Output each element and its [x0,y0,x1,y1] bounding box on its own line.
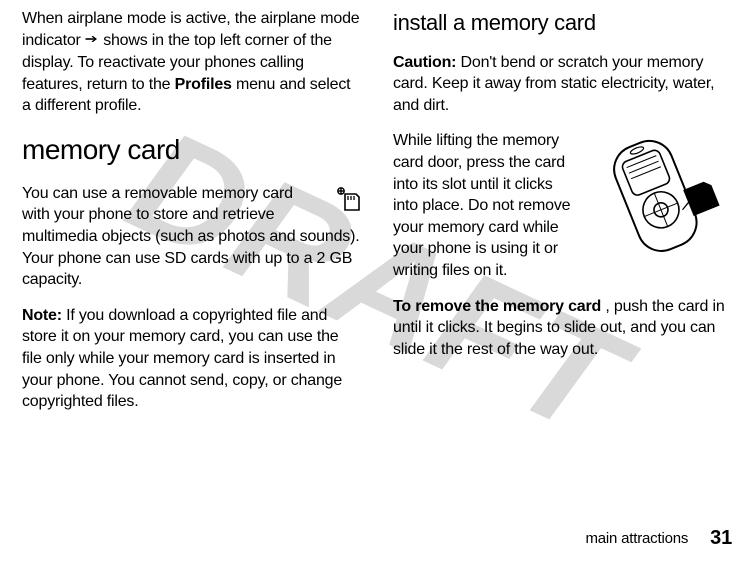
note-paragraph: Note: If you download a copyrighted file… [22,305,361,413]
right-column: install a memory card Caution: Don't ben… [393,8,732,427]
left-column: When airplane mode is active, the airpla… [22,8,361,427]
note-body: If you download a copyrighted file and s… [22,307,342,410]
memory-card-paragraph: You can use a removable memory card with… [22,183,361,291]
remove-label: To remove the memory card [393,298,601,315]
note-label: Note: [22,307,62,324]
page-footer: main attractions 31 [585,525,732,552]
insert-paragraph: While lifting the memory card door, pres… [393,130,732,281]
insert-text: While lifting the memory card door, pres… [393,132,570,279]
phone-illustration [582,132,732,257]
install-heading: install a memory card [393,8,732,38]
airplane-icon [85,31,99,53]
memory-card-icon [333,185,361,220]
memory-card-text: You can use a removable memory card with… [22,185,359,288]
airplane-mode-paragraph: When airplane mode is active, the airpla… [22,8,361,117]
footer-page-number: 31 [710,527,732,549]
page-columns: When airplane mode is active, the airpla… [0,0,754,427]
caution-label: Caution: [393,54,456,71]
caution-paragraph: Caution: Don't bend or scratch your memo… [393,52,732,117]
footer-section: main attractions [585,530,688,547]
profiles-menu-name: Profiles [175,76,232,93]
memory-card-heading: memory card [22,131,361,169]
remove-paragraph: To remove the memory card , push the car… [393,296,732,361]
